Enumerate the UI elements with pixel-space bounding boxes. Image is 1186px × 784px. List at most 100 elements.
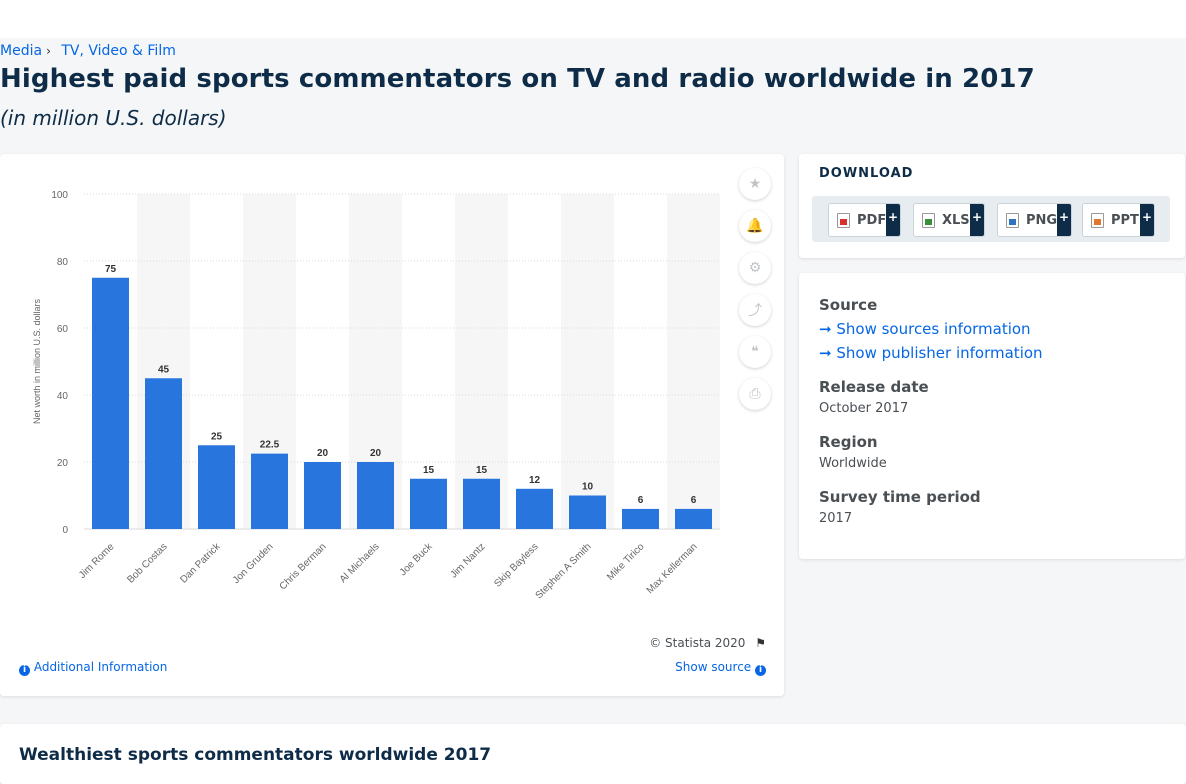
survey-period-value: 2017 <box>819 511 853 526</box>
bar <box>357 462 394 529</box>
plus-icon: + <box>1140 204 1154 236</box>
x-tick-label: Dan Patrick <box>178 541 223 586</box>
bar <box>675 508 712 529</box>
y-tick-label: 20 <box>57 458 69 469</box>
top-bar <box>0 0 1186 38</box>
flag-icon[interactable]: ⚑ <box>755 636 766 650</box>
download-ppt-button[interactable]: PPT + <box>1082 203 1155 237</box>
column-band <box>561 194 614 529</box>
show-source-label: Show source <box>675 660 752 674</box>
plus-icon: + <box>886 204 900 236</box>
bar <box>622 508 659 529</box>
download-card: DOWNLOAD PDF + XLS + PNG + PPT + <box>799 154 1185 258</box>
download-pdf-button[interactable]: PDF + <box>828 203 901 237</box>
bar <box>304 462 341 529</box>
chart-tools: ★ 🔔 ⚙ ⤴ ❝ ⎙ <box>739 168 771 420</box>
bar <box>92 277 129 529</box>
region-value: Worldwide <box>819 456 887 471</box>
favorite-button[interactable]: ★ <box>739 168 771 200</box>
y-tick-label: 100 <box>51 190 68 201</box>
data-label: 6 <box>691 495 697 506</box>
release-date-heading: Release date <box>819 378 929 396</box>
x-tick-label: Jon Gruden <box>231 541 276 586</box>
x-tick-label: Stephen A Smith <box>534 541 594 601</box>
show-sources-link[interactable]: ➞ Show sources information <box>819 320 1031 338</box>
y-tick-label: 40 <box>57 391 69 402</box>
xls-label: XLS <box>942 213 970 228</box>
related-statistic-title[interactable]: Wealthiest sports commentators worldwide… <box>19 745 492 765</box>
bar <box>569 495 606 529</box>
show-publisher-label: Show publisher information <box>836 344 1043 362</box>
survey-period-heading: Survey time period <box>819 488 981 506</box>
download-title: DOWNLOAD <box>819 166 914 181</box>
data-label: 10 <box>582 482 594 493</box>
x-tick-label: Al Michaels <box>338 541 382 585</box>
arrow-right-icon: ➞ <box>819 344 832 362</box>
star-icon: ★ <box>748 176 762 192</box>
bar <box>145 378 182 529</box>
download-png-button[interactable]: PNG + <box>997 203 1072 237</box>
additional-information-label: Additional Information <box>33 660 168 674</box>
download-buttons: PDF + XLS + PNG + PPT + <box>812 196 1170 242</box>
data-label: 6 <box>638 495 644 506</box>
x-tick-label: Joe Buck <box>398 541 436 579</box>
info-icon: i <box>755 665 766 676</box>
xls-file-icon <box>922 213 935 228</box>
data-label: 15 <box>423 465 435 476</box>
data-label: 12 <box>529 475 541 486</box>
ppt-label: PPT <box>1111 213 1139 228</box>
x-tick-label: Chris Berman <box>278 541 329 592</box>
png-file-icon <box>1006 213 1019 228</box>
y-tick-label: 80 <box>57 257 69 268</box>
x-tick-label: Max Kellerman <box>645 541 700 596</box>
breadcrumb-media[interactable]: Media <box>0 43 43 59</box>
png-label: PNG <box>1026 213 1058 228</box>
plus-icon: + <box>970 204 984 236</box>
bar <box>251 453 288 529</box>
bar <box>198 445 235 529</box>
x-tick-label: Mike Tirico <box>605 541 647 583</box>
show-source-link[interactable]: Show source i <box>675 660 766 676</box>
breadcrumb-separator: › <box>46 44 51 58</box>
y-tick-label: 0 <box>62 525 68 536</box>
pdf-label: PDF <box>857 213 887 228</box>
region-heading: Region <box>819 433 878 451</box>
page-subtitle: (in million U.S. dollars) <box>0 106 227 130</box>
column-band <box>667 194 720 529</box>
x-tick-label: Bob Costas <box>125 541 169 585</box>
arrow-right-icon: ➞ <box>819 320 832 338</box>
settings-button[interactable]: ⚙ <box>739 252 771 284</box>
print-button[interactable]: ⎙ <box>739 378 771 410</box>
source-heading: Source <box>819 296 878 314</box>
show-sources-label: Show sources information <box>836 320 1031 338</box>
bar <box>463 478 500 529</box>
y-tick-label: 60 <box>57 324 69 335</box>
notification-button[interactable]: 🔔 <box>739 210 771 242</box>
print-icon: ⎙ <box>749 386 761 402</box>
chart-card: 0 20 40 60 80 100 Net worth in million U.S. do… <box>0 154 784 696</box>
share-icon: ⤴ <box>748 303 762 319</box>
bell-icon: 🔔 <box>746 218 764 234</box>
page-title: Highest paid sports commentators on TV a… <box>0 64 1035 94</box>
ppt-file-icon <box>1091 213 1104 228</box>
data-label: 22.5 <box>260 440 280 451</box>
y-axis-label: Net worth in million U.S. dollars <box>32 298 42 424</box>
additional-information-link[interactable]: i Additional Information <box>19 660 167 676</box>
plus-icon: + <box>1057 204 1071 236</box>
breadcrumb-tv-video-film[interactable]: TV, Video & Film <box>61 43 176 59</box>
bar <box>410 478 447 529</box>
x-tick-label: Jim Nantz <box>448 541 487 580</box>
show-publisher-link[interactable]: ➞ Show publisher information <box>819 344 1043 362</box>
release-date-value: October 2017 <box>819 401 909 416</box>
share-button[interactable]: ⤴ <box>739 294 771 326</box>
gear-icon: ⚙ <box>748 260 762 276</box>
x-tick-label: Skip Bayless <box>492 541 540 589</box>
cite-button[interactable]: ❝ <box>739 336 771 368</box>
info-card: Source ➞ Show sources information ➞ Show… <box>799 273 1185 559</box>
data-label: 15 <box>476 465 488 476</box>
download-xls-button[interactable]: XLS + <box>913 203 985 237</box>
data-label: 45 <box>158 364 170 375</box>
data-label: 20 <box>317 448 329 459</box>
info-icon: i <box>19 665 30 676</box>
data-label: 20 <box>370 448 382 459</box>
